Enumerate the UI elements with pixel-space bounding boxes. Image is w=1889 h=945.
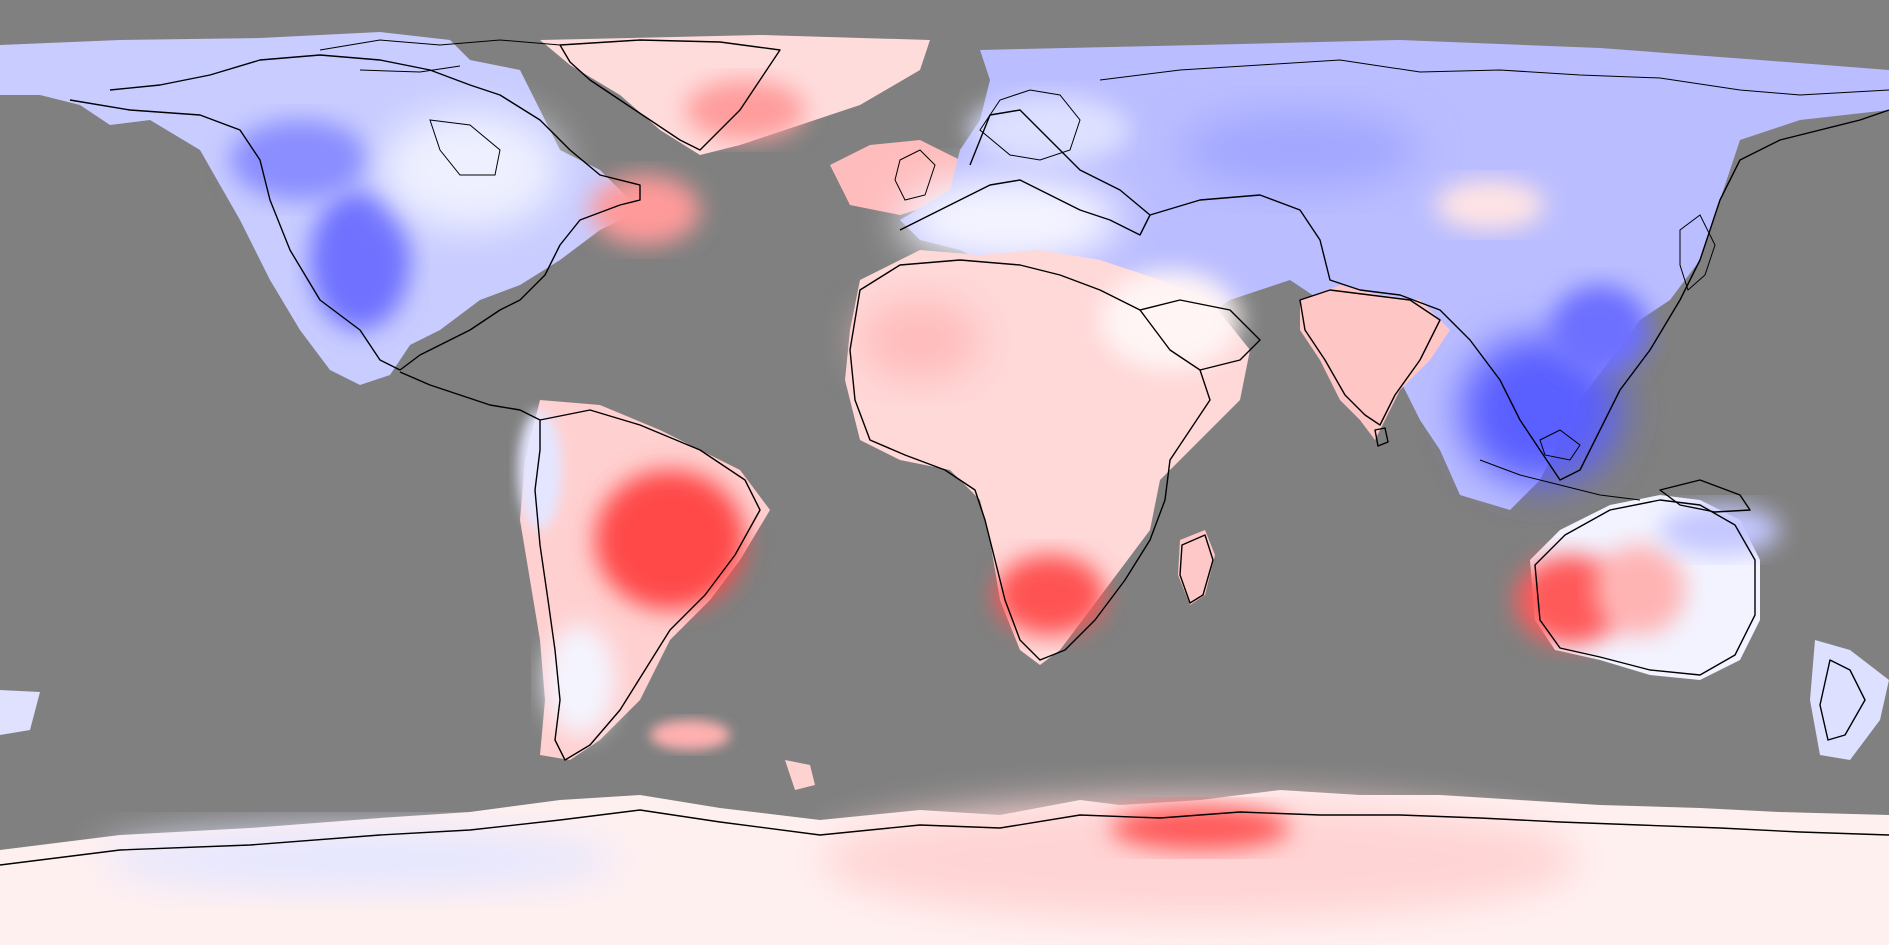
coast-hudson-bay	[429, 119, 501, 176]
cold-spot-siberia	[1180, 110, 1420, 190]
coast-africa	[849, 259, 1211, 661]
coast-madagascar	[1179, 534, 1214, 604]
light-spot-east-canada	[380, 110, 560, 230]
cold-spot-china	[1550, 285, 1650, 375]
coast-japan	[1679, 214, 1716, 291]
coast-greenland	[559, 39, 781, 151]
cold-spot-andes	[518, 410, 562, 530]
light-spot-scandinavia	[970, 95, 1130, 165]
anomaly-field	[0, 32, 1889, 945]
white-spot-europe	[900, 175, 1120, 265]
warm-spot-west-africa	[860, 300, 980, 380]
coast-siberia-north	[1099, 59, 1889, 96]
warm-spot-australia-interior	[1595, 545, 1685, 635]
region-new-zealand	[1810, 640, 1889, 760]
region-eurasia	[900, 40, 1889, 510]
coast-south-america	[534, 409, 761, 761]
cold-spot-se-asia	[1460, 335, 1620, 485]
coast-scandinavia	[979, 89, 1081, 161]
region-south-georgia	[785, 760, 815, 790]
warm-spot-patagonia-east	[650, 720, 730, 750]
coast-central-america	[399, 371, 541, 421]
hot-spot-southern-africa	[995, 555, 1105, 635]
warm-spot-greenland	[685, 80, 805, 140]
coast-europe	[899, 109, 1151, 236]
hot-spot-antarctica-coast	[1110, 806, 1290, 850]
coast-arctic-islands	[319, 39, 561, 73]
coast-australia	[1534, 499, 1756, 676]
cool-spot-west-antarctica	[100, 830, 620, 890]
hot-spot-brazil	[595, 470, 745, 610]
coast-arabia	[1139, 299, 1261, 371]
coast-north-america	[69, 54, 641, 371]
warm-spot-mongolia	[1435, 180, 1545, 230]
coast-new-guinea	[1659, 479, 1751, 513]
cool-spot-new-guinea	[1660, 505, 1780, 555]
coast-india	[1299, 289, 1441, 426]
cold-spot-nw-canada	[230, 120, 370, 200]
coast-asia	[1149, 109, 1889, 481]
coast-indonesia	[1479, 429, 1641, 501]
coast-sri-lanka	[1374, 427, 1389, 447]
region-antarctic-peninsula	[0, 690, 40, 735]
coastlines	[0, 39, 1889, 866]
coast-british-isles	[894, 149, 936, 201]
white-spot-arabia	[1100, 270, 1240, 370]
white-spot-patagonia	[545, 625, 615, 735]
cold-spot-west-us	[310, 190, 410, 330]
region-india	[1300, 285, 1450, 440]
warm-spot-newfoundland	[590, 175, 700, 245]
warm-spot-east-antarctica	[820, 800, 1580, 920]
coast-antarctica	[0, 809, 1889, 866]
coast-new-zealand	[1819, 659, 1866, 741]
